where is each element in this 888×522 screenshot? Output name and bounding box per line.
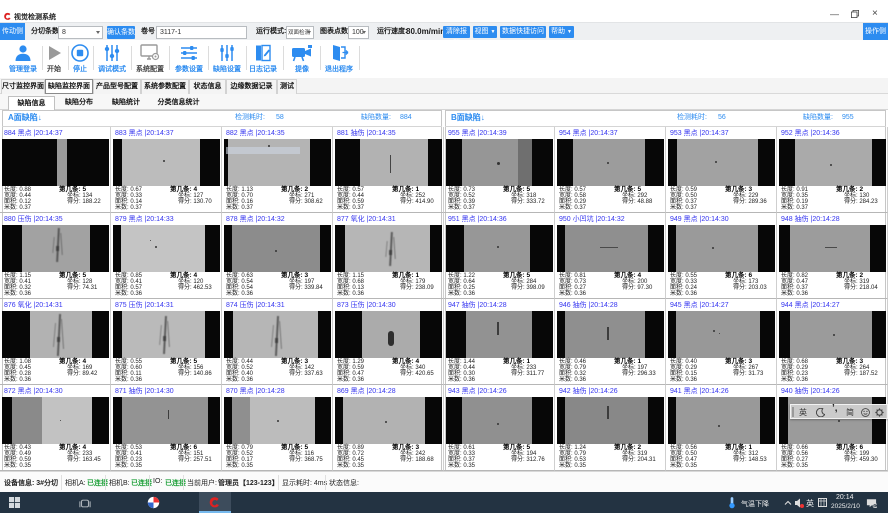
svg-text:6: 6 [874,503,877,508]
